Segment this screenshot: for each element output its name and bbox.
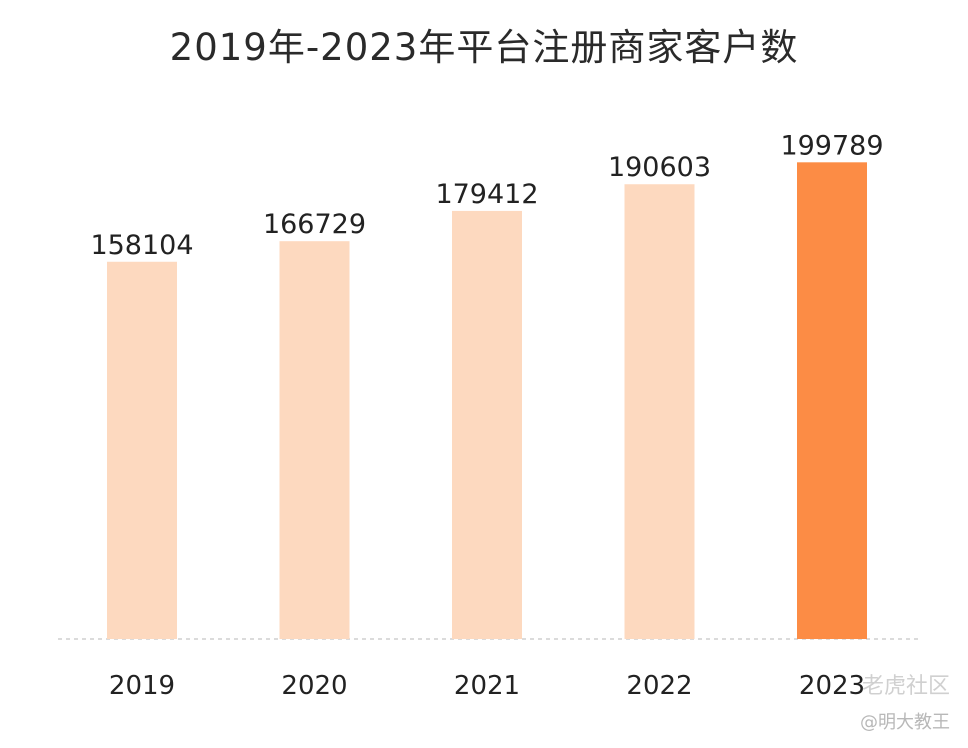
x-tick-label-2020: 2020 xyxy=(281,671,347,701)
x-tick-label-2021: 2021 xyxy=(454,671,520,701)
bar-2023 xyxy=(797,162,867,639)
value-label-2020: 166729 xyxy=(263,209,366,240)
bar-2021 xyxy=(452,210,522,639)
value-label-2019: 158104 xyxy=(90,230,193,261)
x-tick-label-2019: 2019 xyxy=(109,671,175,701)
x-tick-label-2022: 2022 xyxy=(626,671,692,701)
bar-2019 xyxy=(107,261,177,639)
watermark-handle: @明大教王 xyxy=(860,712,950,733)
chart-title: 2019年-2023年平台注册商家客户数 xyxy=(170,26,799,69)
x-tick-labels-group: 2019 2020 2021 2022 2023 xyxy=(109,671,865,701)
value-label-2022: 190603 xyxy=(608,152,711,183)
watermark-text: 老虎社区 xyxy=(861,674,950,699)
value-labels-group: 158104 166729 179412 190603 199789 xyxy=(90,130,883,260)
value-label-2021: 179412 xyxy=(435,179,538,210)
bar-2022 xyxy=(624,184,695,639)
value-label-2023: 199789 xyxy=(780,130,883,161)
bars-group xyxy=(107,162,867,639)
bar-2020 xyxy=(279,241,350,639)
x-tick-label-2023: 2023 xyxy=(799,671,865,701)
